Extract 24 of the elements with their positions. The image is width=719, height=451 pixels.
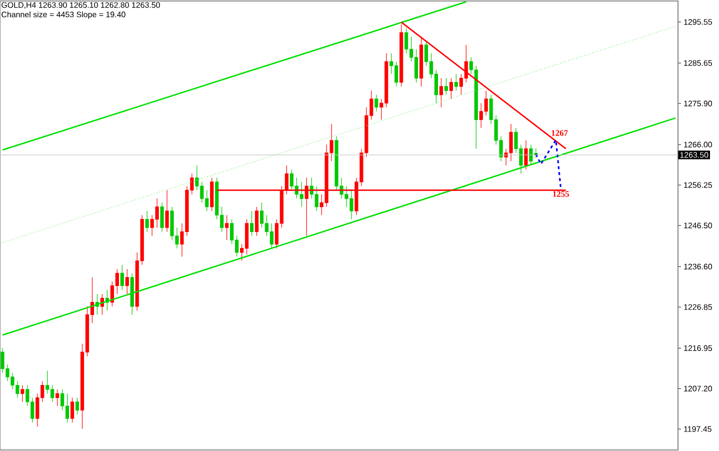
candlestick xyxy=(75,397,80,415)
candlestick xyxy=(120,264,124,290)
candlestick xyxy=(165,190,169,232)
candlestick xyxy=(160,202,164,232)
candlestick xyxy=(20,384,24,402)
annotation: 1255 xyxy=(553,191,570,197)
candlestick xyxy=(130,272,134,316)
candlestick xyxy=(454,74,458,91)
candlestick xyxy=(419,36,424,87)
annotation: 1267 xyxy=(552,130,568,136)
candlestick xyxy=(125,268,129,294)
candlestick xyxy=(56,389,60,406)
candlestick xyxy=(225,214,229,240)
candlestick xyxy=(524,140,528,170)
candlestick xyxy=(374,94,378,112)
candlestick xyxy=(210,177,214,212)
candlestick xyxy=(145,210,149,232)
candlestick xyxy=(254,206,259,236)
candlestick xyxy=(444,78,448,96)
candlestick xyxy=(449,78,453,100)
line-series xyxy=(535,139,562,190)
candlestick xyxy=(250,210,254,236)
candlestick xyxy=(439,78,443,108)
candlestick xyxy=(70,397,74,423)
